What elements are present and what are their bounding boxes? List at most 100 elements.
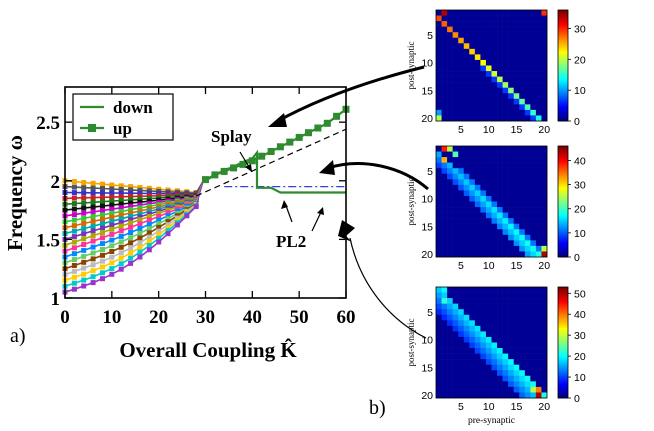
heatmap-cell <box>519 207 526 213</box>
heatmap-cell <box>502 381 509 388</box>
x-tick-label: 40 <box>243 307 262 328</box>
heatmap-cell <box>436 173 442 180</box>
heatmap-cell <box>447 115 453 122</box>
colorbar-tick-label: 30 <box>574 180 586 192</box>
colorbar-segment <box>558 390 568 393</box>
heatmap-cell <box>508 179 514 186</box>
arrow-down-head <box>338 220 355 242</box>
heatmap-cell <box>480 251 487 258</box>
fan-marker <box>71 228 77 234</box>
heatmap-cell <box>535 93 542 100</box>
up-marker <box>276 143 284 151</box>
colorbar-segment <box>558 93 568 96</box>
fan-marker <box>71 217 77 223</box>
heatmap-cell <box>513 212 520 219</box>
fan-marker <box>100 181 105 187</box>
heatmap-cell <box>458 325 465 332</box>
heatmap-cell <box>513 115 520 122</box>
heatmap-cell <box>519 245 526 252</box>
heatmap-cell <box>541 207 548 213</box>
heatmap-cell <box>513 87 520 94</box>
colorbar-segment <box>558 195 568 199</box>
fan-marker <box>109 231 115 237</box>
heatmap-cell <box>502 392 509 399</box>
heatmap-cell <box>541 223 548 230</box>
heatmap-cell <box>530 342 537 349</box>
heatmap-cell <box>485 298 492 304</box>
heatmap-cell <box>474 309 481 316</box>
colorbar-segment <box>558 336 568 340</box>
heatmap-cell <box>530 26 537 33</box>
colorbar-segment <box>558 17 568 20</box>
colorbar-segment <box>558 370 568 373</box>
heatmap-cell <box>463 115 470 122</box>
fan-marker <box>109 254 115 260</box>
x-tick-label: 10 <box>102 307 121 328</box>
heatmap-cell <box>436 76 442 83</box>
heatmap-cell <box>524 48 531 55</box>
colorbar-segment <box>558 173 568 176</box>
fan-marker <box>109 194 115 200</box>
heatmap-cell <box>508 218 514 224</box>
heatmap-cell <box>447 234 453 241</box>
heatmap-cell <box>497 251 503 258</box>
heatmap-cell <box>436 234 442 241</box>
heatmap-cell <box>519 115 526 122</box>
heatmap-cell <box>508 26 514 33</box>
heatmap-cell <box>502 287 509 293</box>
heatmap-cell <box>519 201 526 208</box>
heatmap-cell <box>524 292 531 299</box>
heatmap-cell <box>491 87 498 94</box>
heatmap-cell <box>469 303 476 310</box>
heatmap-cell <box>458 43 465 50</box>
heatmap-cell <box>480 21 487 27</box>
heatmap-cell <box>491 336 498 343</box>
colorbar-segment <box>558 58 568 61</box>
heatmap-cell <box>452 386 459 393</box>
fan-marker <box>137 245 143 250</box>
heatmap-cell <box>463 292 470 299</box>
heatmap-cell <box>447 370 453 377</box>
heatmap-cell <box>502 298 509 304</box>
heatmap-cell <box>447 359 453 365</box>
heatmap-cell <box>469 218 476 224</box>
heatmap-cell <box>452 223 459 230</box>
fan-marker <box>156 217 162 223</box>
fan-marker <box>71 251 77 257</box>
heatmap-cell <box>508 386 514 393</box>
heatmap-cell <box>524 298 531 304</box>
heatmap-cell <box>436 223 442 230</box>
heatmap-cell <box>436 392 442 399</box>
heatmap-cell <box>469 21 476 27</box>
fan-marker <box>90 209 96 215</box>
heatmap-cell <box>474 195 481 202</box>
heatmap-cell <box>474 32 481 39</box>
heatmap-cell <box>458 207 465 213</box>
colorbar-segment <box>558 91 568 94</box>
heatmap-cell <box>519 314 526 321</box>
heatmap-cell <box>508 359 514 365</box>
colorbar-segment <box>558 392 568 395</box>
heatmap-cell <box>519 195 526 202</box>
heatmap-cell <box>497 151 503 158</box>
fan-marker <box>81 190 87 196</box>
heatmap-cell <box>452 251 459 258</box>
heatmap-cell <box>458 359 465 365</box>
colorbar-segment <box>558 85 568 89</box>
colorbar-segment <box>558 305 568 308</box>
fan-marker <box>81 259 87 265</box>
up-marker <box>230 164 238 172</box>
fan-marker <box>128 197 134 203</box>
fan-marker <box>128 200 134 206</box>
fan-marker <box>128 255 134 261</box>
heatmap-cell <box>452 76 459 83</box>
heatmap-cell <box>524 348 531 354</box>
heatmap-cell <box>474 21 481 27</box>
fan-marker <box>128 207 134 213</box>
colorbar-segment <box>558 108 568 111</box>
heatmap-cell <box>458 168 465 175</box>
heatmap-cell <box>452 71 459 77</box>
heatmap-cell <box>519 32 526 39</box>
colorbar-segment <box>558 26 568 29</box>
